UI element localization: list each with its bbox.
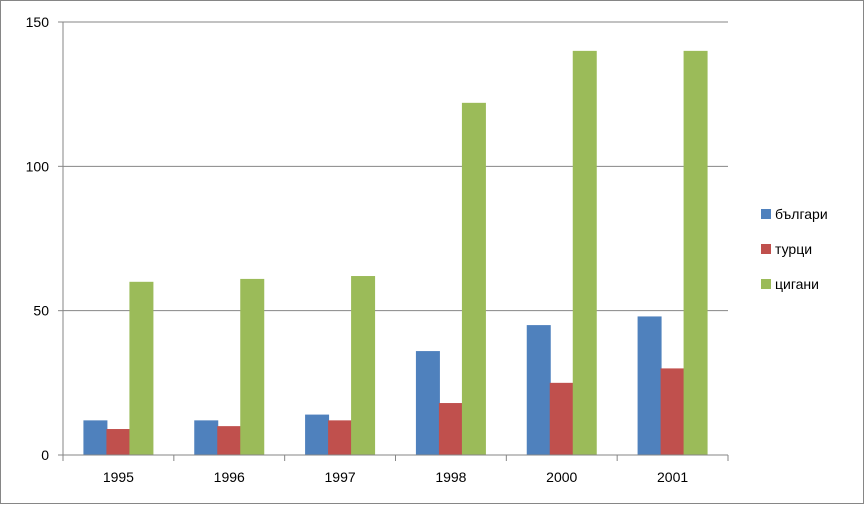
legend-swatch: [761, 244, 771, 254]
bar-3-2000: [572, 50, 597, 455]
y-tick-label: 50: [33, 303, 49, 319]
bar-1-1996: [194, 420, 219, 455]
axes: 0 50 100 150 1995 1996 1997 1998 2000 2001: [26, 14, 729, 485]
y-tick-label: 150: [26, 14, 50, 30]
bar-2-2001: [660, 368, 685, 455]
bars: [83, 50, 708, 456]
bar-2-1996: [217, 426, 242, 455]
legend-swatch: [761, 279, 771, 289]
bar-3-1995: [129, 281, 154, 455]
x-tick-label: 1996: [214, 469, 245, 485]
y-tick-label: 0: [41, 447, 49, 463]
bar-1-1998: [415, 351, 440, 455]
bar-3-2001: [683, 50, 708, 455]
bar-1-1995: [83, 420, 108, 455]
x-tick-label: 1998: [435, 469, 466, 485]
legend-label: турци: [775, 241, 812, 257]
x-tick-label: 2000: [546, 469, 577, 485]
bar-2-1998: [438, 403, 463, 455]
legend: българи турци цигани: [761, 206, 828, 292]
legend-label: българи: [775, 206, 828, 222]
gridlines: [63, 21, 728, 312]
x-tick-label: 1997: [325, 469, 356, 485]
bar-1-1997: [305, 414, 330, 455]
x-tick-label: 1995: [103, 469, 134, 485]
bar-2-1997: [328, 420, 353, 455]
bar-2-1995: [106, 429, 131, 455]
bar-1-2000: [526, 325, 551, 455]
bar-3-1996: [240, 278, 265, 455]
legend-swatch: [761, 209, 771, 219]
bar-3-1997: [351, 276, 376, 455]
bar-3-1998: [461, 102, 486, 456]
legend-label: цигани: [775, 276, 819, 292]
bar-2-2000: [549, 382, 574, 455]
y-tick-label: 100: [26, 158, 50, 174]
bar-1-2001: [637, 316, 662, 455]
x-tick-label: 2001: [657, 469, 688, 485]
